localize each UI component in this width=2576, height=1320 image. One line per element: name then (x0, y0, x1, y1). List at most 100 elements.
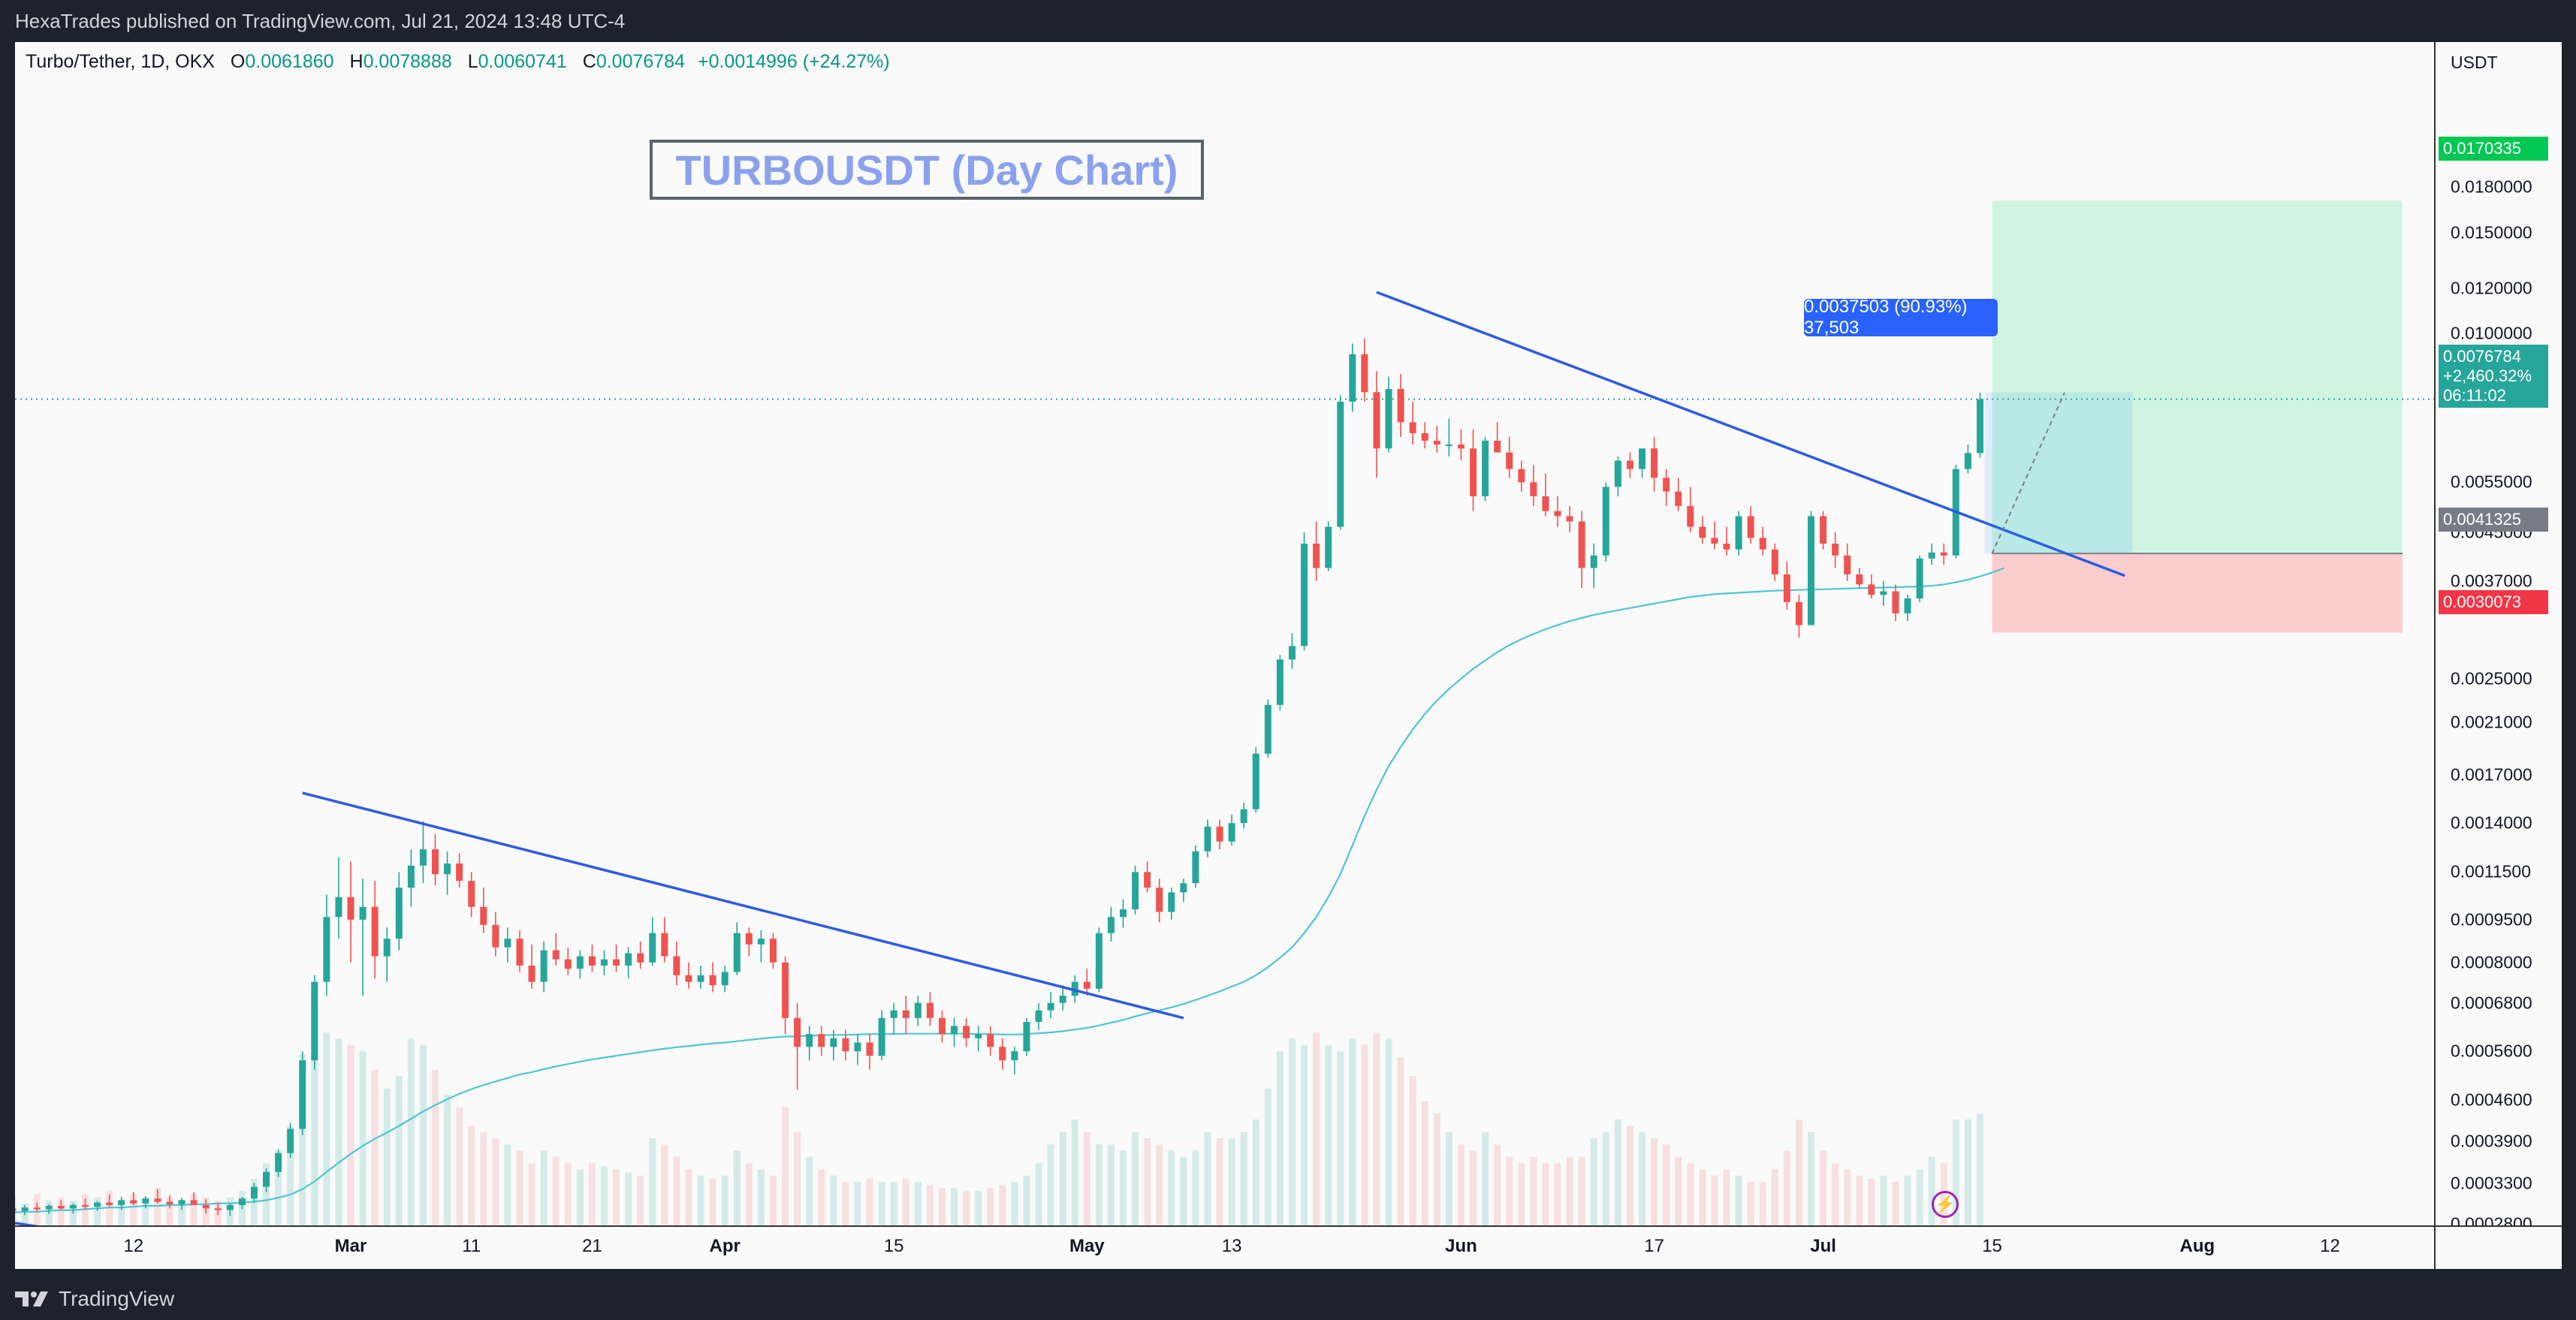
volume-bar (1071, 1120, 1078, 1225)
time-scale[interactable]: 12Mar1121Apr15May13Jun17Jul15Aug1222Se (15, 1225, 2576, 1270)
volume-bar (1832, 1163, 1839, 1225)
candle (1518, 460, 1525, 492)
candle (1904, 595, 1911, 622)
volume-bar (1228, 1138, 1235, 1225)
candle-body (142, 1198, 149, 1204)
volume-bar (601, 1166, 608, 1225)
candle (1301, 532, 1308, 651)
volume-bar (999, 1185, 1006, 1225)
candle (275, 1149, 282, 1177)
volume-bar (854, 1182, 861, 1225)
chart-title-annotation[interactable]: TURBOUSDT (Day Chart) (650, 140, 1204, 200)
candle (1554, 496, 1561, 527)
candle (1047, 992, 1054, 1018)
candle (1892, 584, 1899, 622)
candle-body (1590, 555, 1597, 568)
chart-svg[interactable] (15, 42, 2434, 1225)
candle-body (407, 865, 415, 888)
volume-bar (1723, 1169, 1730, 1225)
volume-bar (1120, 1150, 1127, 1225)
currency-label[interactable]: USDT (2451, 53, 2498, 72)
candle (33, 1202, 41, 1212)
volume-bar (757, 1169, 765, 1225)
candle (492, 912, 499, 957)
candle-body (69, 1204, 77, 1209)
volume-bar (1928, 1156, 1935, 1225)
candle-body (1723, 543, 1730, 550)
publish-header: HexaTrades published on TradingView.com,… (0, 0, 2576, 42)
scale-corner[interactable] (2434, 1225, 2563, 1270)
entry-price: 0.0041325 (2443, 510, 2521, 529)
candle (1783, 561, 1790, 610)
close-value: 0.0076784 (596, 51, 686, 72)
candle (178, 1198, 186, 1210)
candles-layer (15, 338, 1983, 1216)
candle (1602, 482, 1609, 562)
candle (1192, 845, 1199, 888)
volume-bar (1964, 1120, 1971, 1225)
price-scale[interactable]: USDT 0.0180000 0.0150000 0.0120000 0.010000… (2434, 42, 2563, 1234)
candle (673, 941, 680, 986)
candle-body (190, 1200, 198, 1205)
volume-bar (1397, 1057, 1404, 1225)
volume-bar (1554, 1163, 1561, 1225)
last-price: 0.0076784 (2443, 347, 2521, 366)
tradingview-logo[interactable]: TradingView (14, 1287, 174, 1311)
alert-icon[interactable]: ⚡ (1932, 1191, 1959, 1218)
candle-body (564, 959, 572, 969)
candle (999, 1038, 1006, 1070)
candle (383, 927, 391, 982)
volume-bar (178, 1200, 186, 1225)
volume-bar (407, 1038, 415, 1225)
bar-countdown: 06:11:02 (2443, 386, 2507, 405)
candle-body (1276, 659, 1283, 705)
price-tick: 0.0004600 (2451, 1089, 2532, 1110)
measure-label[interactable]: 0.0037503 (90.93%) 37,503 (1804, 297, 1998, 338)
candle-body (625, 953, 632, 966)
volume-bar (516, 1150, 523, 1225)
volume-bar (456, 1107, 463, 1225)
candle (552, 933, 560, 966)
candle-body (938, 1017, 946, 1035)
volume-bar (1747, 1182, 1754, 1225)
candle-body (15, 1208, 17, 1211)
volume-bar (1868, 1178, 1875, 1225)
target-price: 0.0170335 (2443, 139, 2521, 158)
candle-body (866, 1042, 873, 1056)
volume-bar (1675, 1156, 1682, 1225)
candle (890, 1002, 897, 1035)
volume-bar (1204, 1132, 1211, 1225)
candle-body (601, 959, 608, 966)
volume-bar (1602, 1132, 1609, 1225)
candle (69, 1203, 77, 1214)
candle (359, 878, 366, 996)
volume-bar (1687, 1163, 1694, 1225)
brand-name: TradingView (59, 1287, 175, 1310)
volume-bar (1276, 1051, 1283, 1225)
candle (166, 1195, 173, 1209)
volume-bar (564, 1163, 572, 1225)
volume-bar (1566, 1156, 1573, 1225)
candle-body (1808, 516, 1814, 625)
candle-body (1976, 399, 1983, 454)
candle (794, 1002, 801, 1090)
candle-body (1771, 549, 1778, 574)
low-label: L (467, 51, 478, 72)
volume-bar (1132, 1132, 1139, 1225)
candle-body (480, 906, 487, 925)
candle (1120, 899, 1127, 928)
candle-body (709, 975, 716, 986)
candle (1373, 371, 1380, 478)
symbol-name[interactable]: Turbo/Tether, 1D, OKX (26, 51, 215, 72)
candle (1288, 633, 1296, 669)
candle-body (1868, 584, 1875, 595)
candle (1482, 436, 1489, 502)
volume-bar (902, 1178, 909, 1225)
volume-bar (661, 1144, 668, 1225)
candle (395, 872, 403, 951)
chart-pane[interactable]: Turbo/Tether, 1D, OKX O0.0061860 H0.0078… (15, 42, 2434, 1225)
candle (1421, 422, 1428, 449)
time-tick: 15 (883, 1236, 904, 1256)
candle-body (1904, 598, 1911, 613)
candle (1252, 746, 1259, 813)
